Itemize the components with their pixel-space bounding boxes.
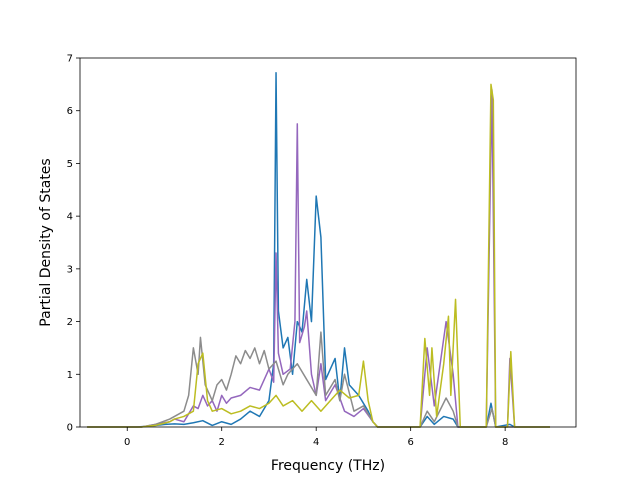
plot-frame <box>79 57 577 428</box>
x-axis-label: Frequency (THz) <box>271 458 385 474</box>
y-ticks: 0 1 2 3 4 5 6 7 <box>67 54 80 434</box>
y-tick-label: 1 <box>67 370 73 381</box>
y-tick-label: 4 <box>67 212 73 223</box>
series-line-3 <box>87 331 551 428</box>
plot-area-background <box>80 58 576 427</box>
x-tick-label: 0 <box>124 437 130 448</box>
y-tick-label: 6 <box>67 106 73 117</box>
y-tick-label: 7 <box>67 54 73 65</box>
y-tick-label: 3 <box>67 264 73 275</box>
y-tick-label: 0 <box>67 423 73 434</box>
x-tick-label: 6 <box>407 437 413 448</box>
x-tick-label: 4 <box>313 437 319 448</box>
x-ticks: 0 2 4 6 8 <box>124 427 508 448</box>
x-tick-label: 2 <box>219 437 225 448</box>
y-tick-label: 2 <box>67 317 73 328</box>
series-line-1 <box>87 72 551 428</box>
y-axis-label: Partial Density of States <box>38 158 54 326</box>
y-tick-label: 5 <box>67 159 73 170</box>
x-tick-label: 8 <box>502 437 508 448</box>
